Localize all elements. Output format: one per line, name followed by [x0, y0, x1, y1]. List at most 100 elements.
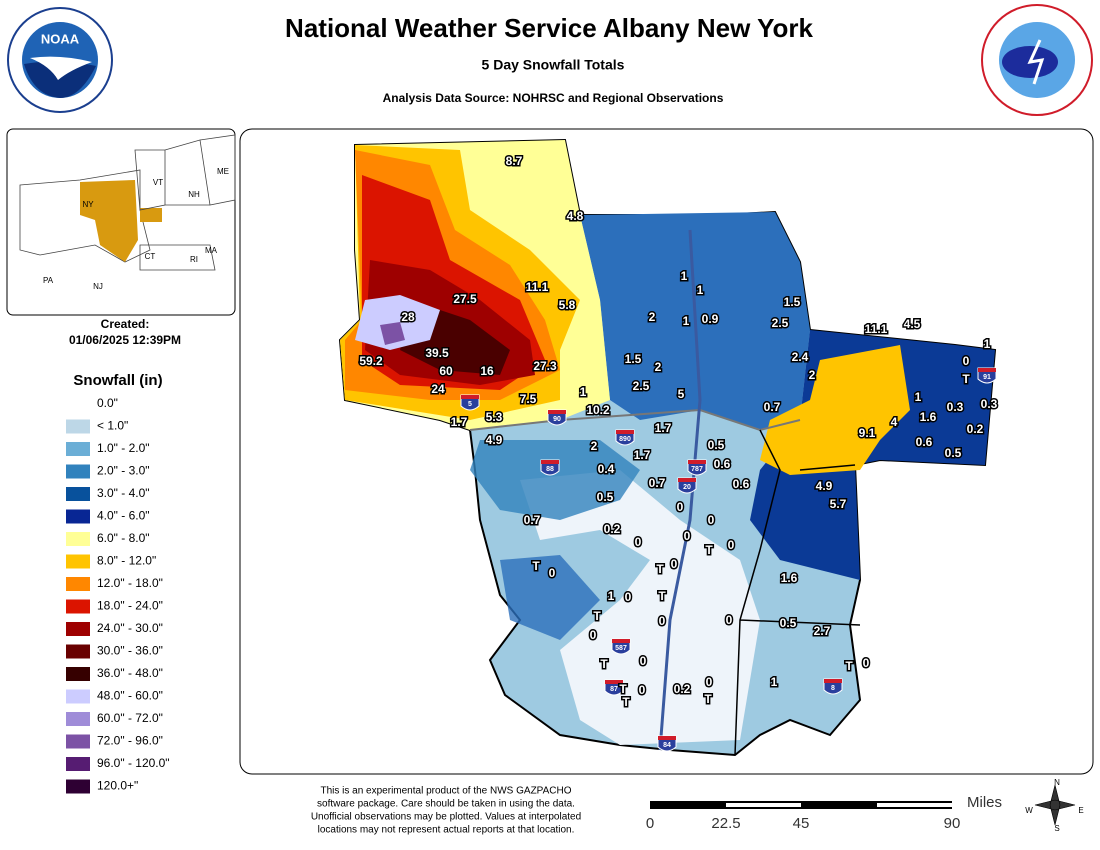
station-value: 0.7 [649, 476, 666, 490]
scale-label: 45 [793, 815, 810, 832]
legend-label: 48.0" - 60.0" [97, 689, 163, 703]
legend-label: 120.0+" [97, 779, 138, 793]
station-value: 4.8 [567, 209, 584, 223]
inset-state-label: VT [153, 178, 163, 187]
inset-state-label: RI [190, 255, 198, 264]
station-value: 0.6 [733, 477, 750, 491]
station-value: 0.2 [604, 522, 621, 536]
station-value: 4.9 [816, 479, 833, 493]
scale-label: 90 [944, 815, 961, 832]
station-value: 28 [401, 310, 415, 324]
legend-swatch [66, 532, 90, 546]
station-value: 0.5 [708, 438, 725, 452]
station-value: 2.5 [772, 316, 789, 330]
station-value: 2 [649, 310, 656, 324]
station-value: 5 [678, 387, 685, 401]
station-value: 0 [639, 683, 646, 697]
legend-swatch [66, 622, 90, 636]
compass-letter: N [1054, 778, 1060, 787]
station-value: 0.2 [967, 422, 984, 436]
station-value: T [593, 609, 601, 623]
disclaimer-line: software package. Care should be taken i… [317, 799, 575, 810]
legend-label: < 1.0" [97, 419, 128, 433]
inset-state-label: CT [145, 252, 156, 261]
station-value: 59.2 [359, 354, 383, 368]
interstate-number: 587 [615, 645, 627, 652]
station-value: 0.6 [916, 435, 933, 449]
legend-label: 0.0" [97, 396, 118, 410]
station-value: T [532, 559, 540, 573]
station-value: 1.7 [655, 421, 672, 435]
station-value: 10.2 [586, 403, 610, 417]
station-value: T [705, 543, 713, 557]
legend-swatch [66, 554, 90, 569]
legend: 0.0" < 1.0" 1.0" - 2.0" 2.0" - 3.0" 3.0" - 4… [66, 396, 170, 794]
legend-label: 1.0" - 2.0" [97, 441, 150, 455]
legend-title: Snowfall (in) [73, 372, 162, 389]
station-value: 60 [439, 364, 453, 378]
interstate-number: 787 [691, 466, 703, 473]
source: Analysis Data Source: NOHRSC and Regiona… [383, 91, 724, 105]
interstate-shield-top [616, 430, 634, 434]
station-value: 39.5 [425, 346, 449, 360]
interstate-number: 5 [468, 401, 472, 408]
station-value: 2.4 [792, 350, 809, 364]
station-value: 0.2 [674, 682, 691, 696]
legend-swatch [66, 734, 90, 749]
station-value: 0.9 [702, 312, 719, 326]
nws-logo [981, 4, 1093, 116]
legend-swatch [66, 667, 90, 681]
compass-letter: S [1054, 824, 1059, 833]
station-value: 1.7 [451, 415, 468, 429]
legend-swatch [66, 689, 90, 704]
station-value: 1 [580, 385, 587, 399]
station-value: 0 [708, 513, 715, 527]
station-value: 16 [480, 364, 494, 378]
inset-state-label: NJ [93, 282, 103, 291]
station-value: 1.5 [784, 295, 801, 309]
interstate-number: 20 [683, 484, 691, 491]
station-value: 0 [963, 354, 970, 368]
station-value: 2.5 [633, 379, 650, 393]
station-value: 1 [771, 675, 778, 689]
noaa-logo: NOAA [7, 7, 113, 113]
station-value: 0.5 [945, 446, 962, 460]
station-value: T [656, 562, 664, 576]
created-datetime: 01/06/2025 12:39PM [69, 333, 181, 347]
interstate-number: 890 [619, 436, 631, 443]
legend-label: 3.0" - 4.0" [97, 486, 150, 500]
station-value: 1 [608, 589, 615, 603]
legend-swatch [66, 419, 90, 434]
station-value: 0 [671, 557, 678, 571]
disclaimer-line: This is an experimental product of the N… [320, 786, 571, 797]
station-value: 27.5 [453, 292, 477, 306]
station-value: 4 [891, 415, 898, 429]
interstate-shield-top [605, 680, 623, 684]
station-value: 9.1 [859, 426, 876, 440]
legend-label: 96.0" - 120.0" [97, 756, 170, 770]
station-value: 5.3 [486, 410, 503, 424]
station-value: T [658, 589, 666, 603]
interstate-number: 84 [663, 742, 671, 749]
compass-rose [1034, 784, 1076, 826]
station-value: 0.3 [947, 400, 964, 414]
interstate-number: 91 [983, 374, 991, 381]
compass-letter: W [1025, 806, 1033, 815]
legend-label: 24.0" - 30.0" [97, 621, 163, 635]
station-value: 2 [809, 368, 816, 382]
inset-state-label: PA [43, 276, 54, 285]
legend-swatch [66, 712, 90, 726]
interstate-number: 90 [553, 416, 561, 423]
station-value: T [600, 657, 608, 671]
legend-label: 4.0" - 6.0" [97, 509, 150, 523]
station-value: 2.7 [814, 624, 831, 638]
station-value: 0 [549, 566, 556, 580]
disclaimer-line: Unofficial observations may be plotted. … [311, 812, 581, 823]
interstate-shield-top [541, 460, 559, 464]
station-value: 8.7 [506, 154, 523, 168]
legend-label: 18.0" - 24.0" [97, 599, 163, 613]
station-value: 0.6 [714, 457, 731, 471]
legend-label: 30.0" - 36.0" [97, 644, 163, 658]
station-value: 0.7 [764, 400, 781, 414]
